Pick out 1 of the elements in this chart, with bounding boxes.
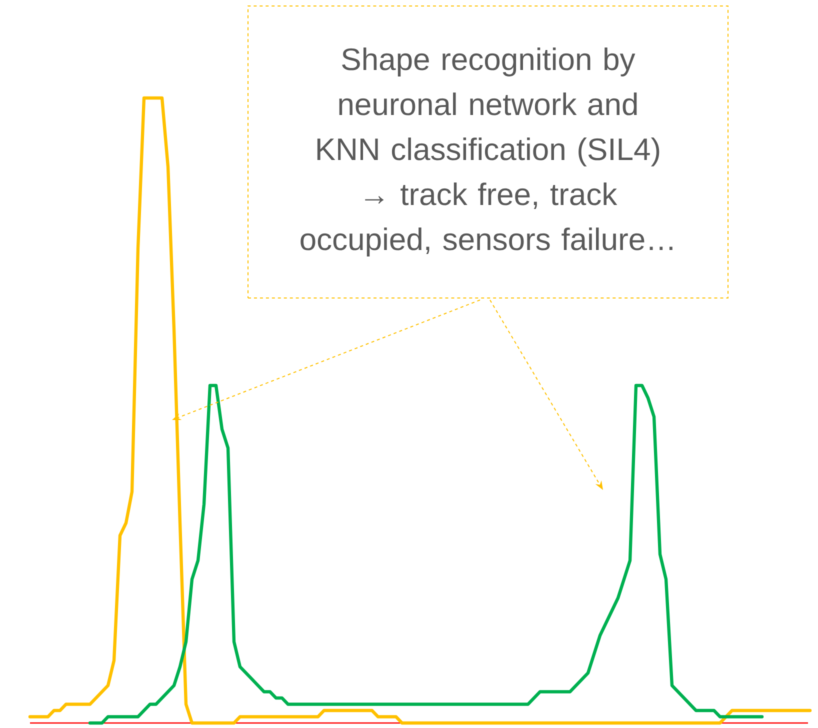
annotation: Shape recognition by neuronal network and KNN classification (SIL4) → track free, track occupied, sensors failure… [300,48,672,256]
